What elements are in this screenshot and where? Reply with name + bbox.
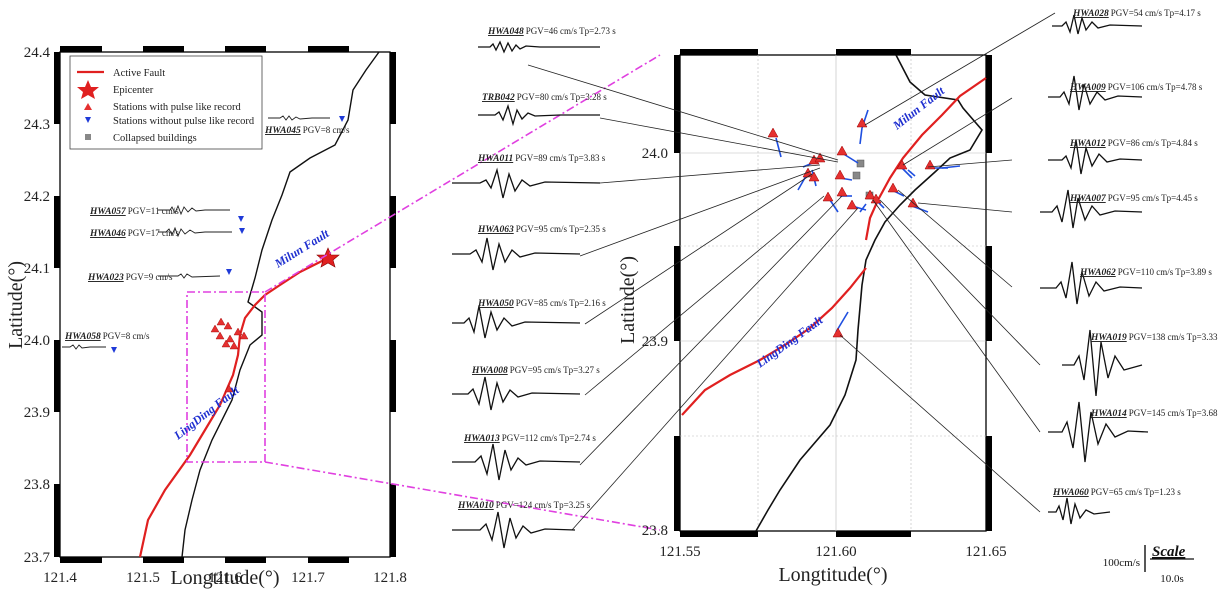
left-map-border-stripes	[54, 46, 396, 563]
right-x-tick: 121.55	[659, 544, 700, 560]
waveform-label: HWA014 PGV=145 cm/s Tp=3.68 s	[1090, 408, 1218, 419]
left-y-tick: 24.3	[24, 117, 50, 133]
left-y-tick: 24.4	[24, 45, 51, 61]
waveform-label: HWA062 PGV=110 cm/s Tp=3.89 s	[1079, 267, 1212, 278]
left-x-tick: 121.5	[126, 570, 160, 586]
legend-item: Stations with pulse like record	[113, 102, 241, 113]
waveform-label: HWA060 PGV=65 cm/s Tp=1.23 s	[1052, 487, 1181, 498]
left-y-tick: 24.2	[24, 189, 50, 205]
right-map-grid	[680, 55, 986, 531]
waveform-label: HWA048 PGV=46 cm/s Tp=2.73 s	[487, 26, 616, 37]
zoom-guide-bottom	[264, 461, 661, 531]
left-x-tick: 121.4	[43, 570, 77, 586]
zoom-guide-top	[264, 54, 661, 293]
waveform-label: HWA008 PGV=95 cm/s Tp=3.27 s	[471, 365, 600, 376]
station-label-hwa058: HWA058 PGV=8 cm/s	[64, 331, 150, 342]
legend-epicenter-swatch	[77, 80, 99, 99]
right-coastline	[755, 54, 983, 532]
right-y-tick: 24.0	[642, 146, 668, 162]
scale-title: Scale	[1152, 544, 1186, 560]
epicenter-star	[316, 247, 340, 268]
left-pulse-stations	[210, 317, 249, 393]
zoom-box	[186, 291, 266, 463]
left-x-ticks: 121.4 121.5 121.6 121.7 121.8	[43, 570, 407, 586]
left-y-tick: 23.7	[24, 550, 51, 566]
legend-building-swatch	[85, 134, 91, 140]
waveform-label: HWA007 PGV=95 cm/s Tp=4.45 s	[1069, 193, 1198, 204]
waveform-label: HWA050 PGV=85 cm/s Tp=2.16 s	[477, 298, 606, 309]
left-map-waveforms	[62, 115, 330, 350]
right-y-axis-label: Latitude(°)	[617, 256, 639, 344]
left-y-ticks: 24.4 24.3 24.2 24.1 24.0 23.9 23.8 23.7	[24, 45, 51, 566]
right-x-tick: 121.60	[815, 544, 856, 560]
station-label-hwa023: HWA023 PGV=9 cm/s	[87, 272, 173, 283]
left-active-fault	[138, 257, 329, 558]
waveform-label: HWA019 PGV=138 cm/s Tp=3.33 s	[1090, 332, 1218, 343]
waveform-label: HWA012 PGV=86 cm/s Tp=4.84 s	[1069, 138, 1198, 149]
left-x-axis-label: Longtitude(°)	[170, 567, 279, 589]
scale-amplitude: 100cm/s	[1103, 557, 1140, 569]
station-label-hwa057: HWA057 PGV=11 cm/s	[89, 206, 179, 217]
connector-lines	[527, 12, 1056, 531]
right-y-tick: 23.9	[642, 334, 668, 350]
legend: Active Fault Epicenter Stations with pul…	[69, 55, 263, 150]
waveform-label: HWA063 PGV=95 cm/s Tp=2.35 s	[477, 224, 606, 235]
right-column-waveforms	[1040, 14, 1149, 525]
station-label-hwa045: HWA045 PGV=8 cm/s	[264, 125, 350, 136]
legend-pulse-swatch	[84, 103, 92, 110]
left-x-tick: 121.7	[291, 570, 325, 586]
legend-item: Epicenter	[113, 85, 154, 96]
left-map: Active Fault Epicenter Stations with pul…	[5, 45, 407, 589]
station-label-hwa046: HWA046 PGV=17 cm/s	[89, 228, 180, 239]
left-coastline	[181, 51, 380, 558]
waveform-label: HWA011 PGV=89 cm/s Tp=3.83 s	[477, 153, 606, 164]
left-y-axis-label: Latitude(°)	[5, 261, 27, 349]
left-y-tick: 24.0	[24, 333, 50, 349]
waveform-label: TRB042 PGV=80 cm/s Tp=3.28 s	[482, 92, 607, 103]
waveform-label: HWA028 PGV=54 cm/s Tp=4.17 s	[1072, 8, 1201, 19]
right-map: Milun Fault LingDing Fault 121.55 121.60…	[617, 49, 1007, 586]
left-x-tick: 121.6	[208, 570, 242, 586]
legend-item: Active Fault	[113, 68, 165, 79]
waveform-label: HWA013 PGV=112 cm/s Tp=2.74 s	[463, 433, 596, 444]
waveform-label: HWA010 PGV=124 cm/s Tp=3.25 s	[457, 500, 591, 511]
legend-nopulse-swatch	[85, 117, 91, 123]
waveform-label: HWA009 PGV=106 cm/s Tp=4.78 s	[1069, 82, 1203, 93]
left-column-waveforms	[452, 40, 601, 549]
left-nopulse-stations	[111, 116, 345, 353]
right-lingding-fault	[681, 267, 867, 416]
right-map-border-stripes	[674, 49, 992, 537]
left-y-tick: 23.9	[24, 405, 50, 421]
left-column-labels: HWA048 PGV=46 cm/s Tp=2.73 s TRB042 PGV=80…	[457, 26, 616, 511]
scale-time: 10.0s	[1160, 573, 1184, 585]
scale-bar: Scale 100cm/s 10.0s	[1103, 544, 1194, 585]
right-x-axis-label: Longtitude(°)	[778, 564, 887, 586]
right-milun-fault	[864, 77, 987, 241]
right-map-frame	[679, 54, 987, 532]
left-y-tick: 24.1	[24, 261, 50, 277]
right-y-tick: 23.8	[642, 523, 668, 539]
legend-item: Collapsed buildings	[113, 133, 197, 144]
left-y-tick: 23.8	[24, 477, 50, 493]
right-column-labels: HWA028 PGV=54 cm/s Tp=4.17 s HWA009 PGV=10…	[1052, 8, 1218, 498]
legend-item: Stations without pulse like record	[113, 116, 255, 127]
left-x-tick: 121.8	[373, 570, 407, 586]
right-x-tick: 121.65	[965, 544, 1006, 560]
